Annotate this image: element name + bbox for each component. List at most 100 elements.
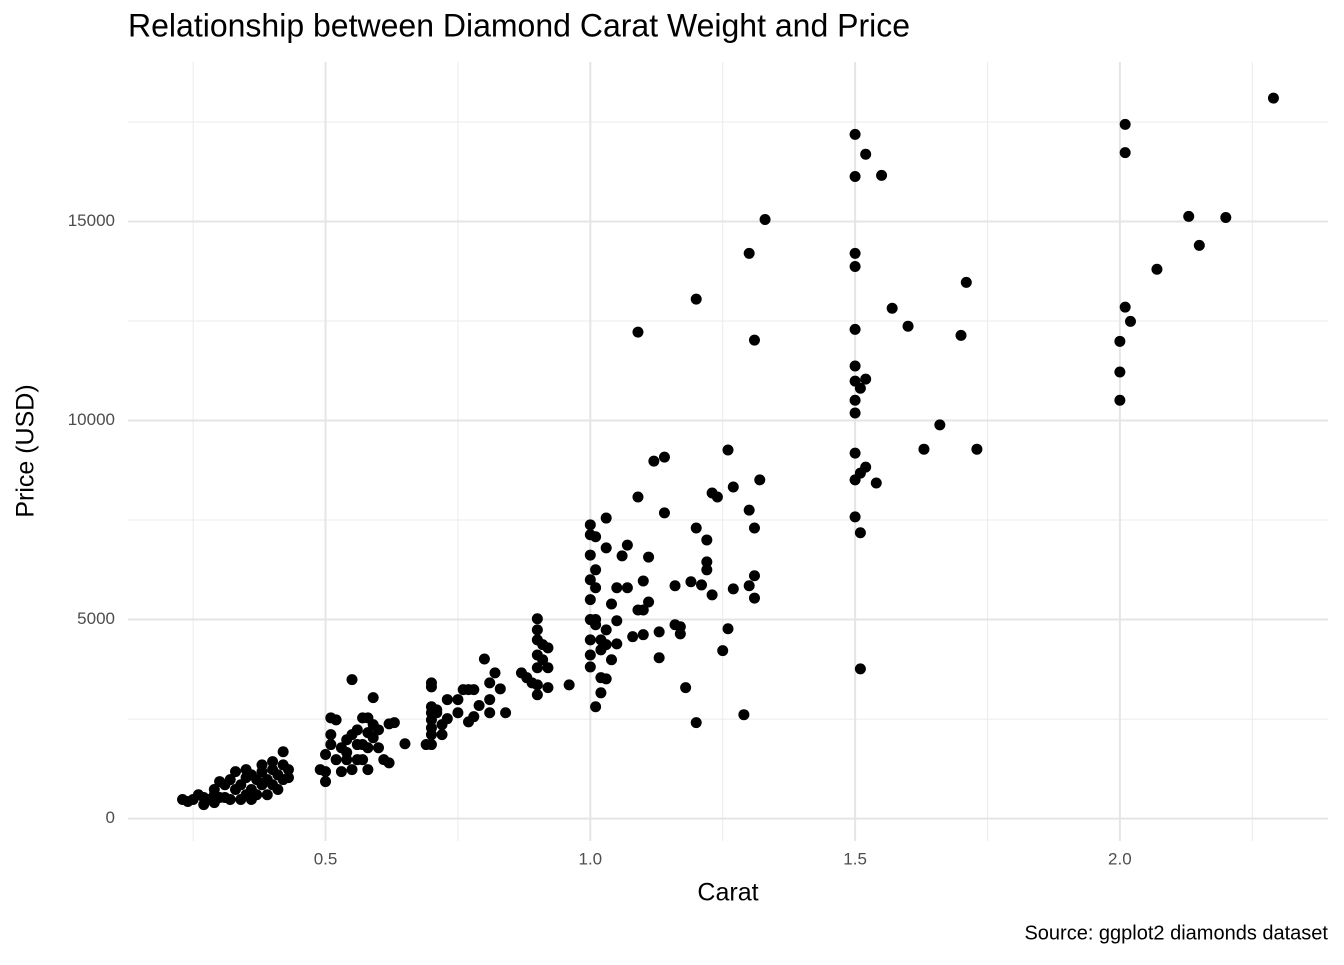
point <box>1119 118 1131 130</box>
point <box>256 766 268 778</box>
point <box>722 623 734 635</box>
point <box>314 764 326 776</box>
point <box>876 169 888 181</box>
point <box>600 512 612 524</box>
point <box>616 550 628 562</box>
point <box>590 564 602 576</box>
point <box>748 570 760 582</box>
point <box>849 128 861 140</box>
point <box>690 522 702 534</box>
point <box>484 707 496 719</box>
point <box>1220 212 1232 224</box>
point <box>584 594 596 606</box>
point <box>431 707 443 719</box>
y-tick-label: 5000 <box>77 609 115 628</box>
point <box>669 580 681 592</box>
point <box>754 474 766 486</box>
point <box>701 534 713 546</box>
point <box>378 754 390 766</box>
point <box>696 579 708 591</box>
point <box>849 511 861 523</box>
point <box>600 624 612 636</box>
point <box>1267 92 1279 104</box>
point <box>420 739 432 751</box>
point <box>849 260 861 272</box>
point <box>335 766 347 778</box>
point <box>584 549 596 561</box>
point <box>611 638 623 650</box>
point <box>870 477 882 489</box>
point <box>860 373 872 385</box>
x-tick-label: 2.0 <box>1108 849 1132 868</box>
point <box>267 756 279 768</box>
point <box>441 713 453 725</box>
point <box>738 709 750 721</box>
point <box>648 455 660 467</box>
point <box>711 491 723 503</box>
point <box>849 171 861 183</box>
point <box>346 764 358 776</box>
point <box>854 527 866 539</box>
point <box>600 639 612 651</box>
point <box>860 148 872 160</box>
point <box>722 444 734 456</box>
point <box>542 662 554 674</box>
x-tick-label: 0.5 <box>314 849 338 868</box>
point <box>854 663 866 675</box>
point <box>849 474 861 486</box>
point <box>759 214 771 226</box>
point <box>748 334 760 346</box>
point <box>627 631 639 643</box>
point <box>537 639 549 651</box>
point <box>341 747 353 759</box>
point <box>282 772 294 784</box>
point <box>621 539 633 551</box>
point <box>441 694 453 706</box>
point <box>674 628 686 640</box>
point <box>325 739 337 751</box>
caption: Source: ggplot2 diamonds dataset <box>1024 922 1328 944</box>
point <box>1114 394 1126 406</box>
point <box>563 679 575 691</box>
point <box>282 764 294 776</box>
point <box>484 694 496 706</box>
point <box>261 789 273 801</box>
point <box>230 766 242 778</box>
point <box>611 582 623 594</box>
point <box>362 712 374 724</box>
point <box>272 784 284 796</box>
point <box>632 491 644 503</box>
point <box>362 727 374 739</box>
point <box>1119 147 1131 159</box>
point <box>436 729 448 741</box>
point <box>590 701 602 713</box>
point <box>526 677 538 689</box>
point <box>854 382 866 394</box>
point <box>277 746 289 758</box>
point <box>531 613 543 625</box>
point <box>595 687 607 699</box>
point <box>658 507 670 519</box>
point <box>351 754 363 766</box>
point <box>537 654 549 666</box>
point <box>595 672 607 684</box>
point <box>198 799 210 811</box>
point <box>727 481 739 493</box>
x-tick-label: 1.5 <box>843 849 867 868</box>
point <box>1114 366 1126 378</box>
point <box>690 293 702 305</box>
point <box>362 742 374 754</box>
point <box>706 589 718 601</box>
chart-title: Relationship between Diamond Carat Weigh… <box>128 7 910 43</box>
point <box>701 556 713 568</box>
point <box>240 764 252 776</box>
point <box>849 323 861 335</box>
point <box>690 717 702 729</box>
point <box>955 329 967 341</box>
point <box>468 711 480 723</box>
point <box>542 682 554 694</box>
point <box>590 582 602 594</box>
point <box>611 615 623 627</box>
point <box>478 653 490 665</box>
